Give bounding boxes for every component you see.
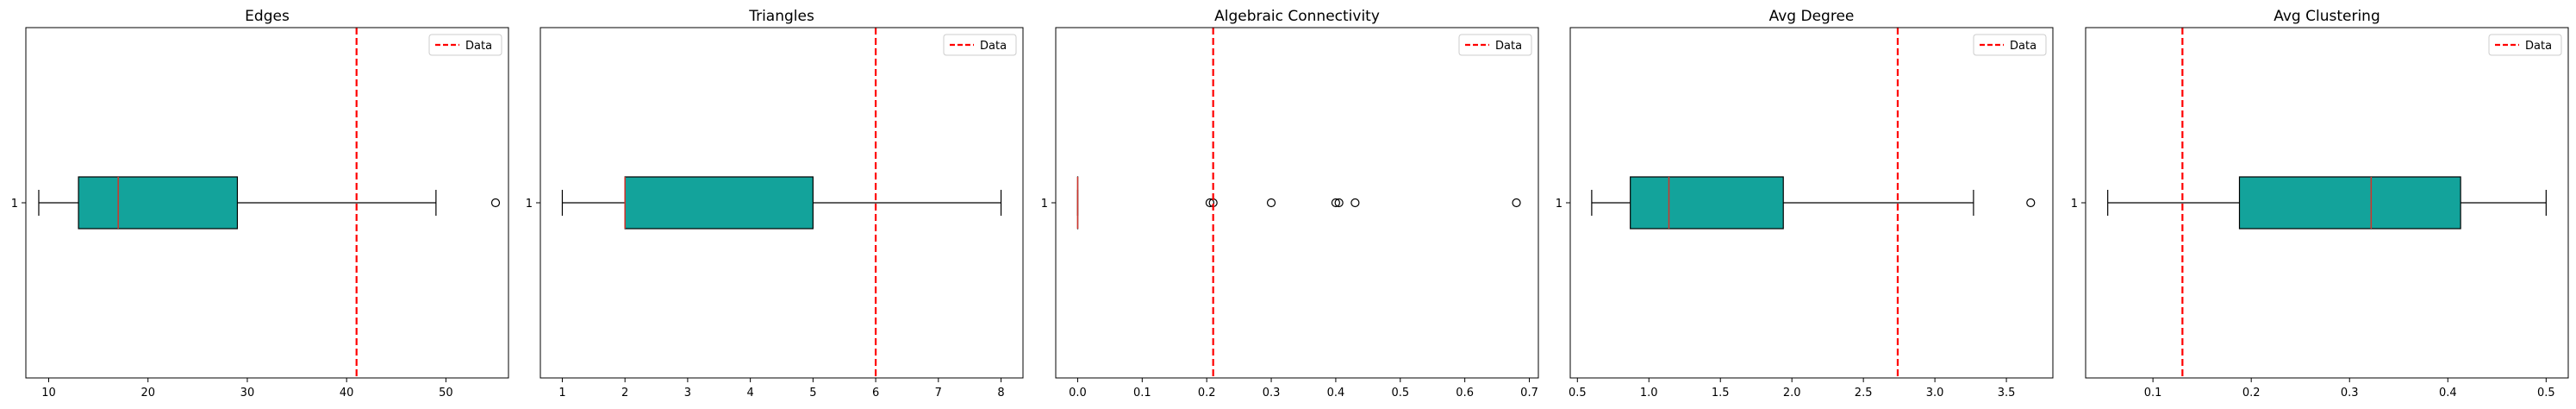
legend: Data bbox=[1974, 35, 2046, 55]
legend: Data bbox=[1459, 35, 1531, 55]
x-tick-label: 0.0 bbox=[1069, 387, 1087, 400]
x-tick-label: 2.5 bbox=[1855, 387, 1873, 400]
x-tick-label: 50 bbox=[439, 387, 453, 400]
legend-label: Data bbox=[465, 40, 492, 53]
outlier-point bbox=[492, 199, 500, 207]
y-tick-label: 1 bbox=[11, 198, 18, 211]
x-tick-label: 0.5 bbox=[1391, 387, 1409, 400]
y-tick-label: 1 bbox=[526, 198, 533, 211]
x-tick-label: 0.5 bbox=[1569, 387, 1587, 400]
outlier-point bbox=[2027, 199, 2035, 207]
axes-frame bbox=[1056, 28, 1538, 378]
x-tick-label: 0.1 bbox=[2144, 387, 2162, 400]
legend: Data bbox=[944, 35, 1016, 55]
x-tick-label: 1.5 bbox=[1712, 387, 1730, 400]
x-tick-label: 0.4 bbox=[1327, 387, 1345, 400]
x-tick-label: 5 bbox=[809, 387, 816, 400]
chart-panel-1: Edges 10 20 30 40 50 1 Data bbox=[11, 8, 508, 400]
x-tick-label: 2.0 bbox=[1783, 387, 1801, 400]
x-tick-label: 3 bbox=[684, 387, 691, 400]
y-tick-label: 1 bbox=[2071, 198, 2078, 211]
box-iqr bbox=[2239, 177, 2461, 229]
x-tick-label: 1 bbox=[558, 387, 565, 400]
y-tick-label: 1 bbox=[1041, 198, 1048, 211]
x-tick-label: 4 bbox=[746, 387, 753, 400]
legend-label: Data bbox=[1495, 40, 1522, 53]
legend: Data bbox=[2489, 35, 2561, 55]
x-tick-label: 8 bbox=[997, 387, 1004, 400]
box-iqr bbox=[78, 177, 237, 229]
chart-panel-3: Algebraic Connectivity 0.0 0.1 0.2 0.3 0.4 0.5… bbox=[1041, 8, 1538, 400]
y-tick-label: 1 bbox=[1556, 198, 1562, 211]
chart-panel-2: Triangles 1 2 3 4 5 6 7 8 1 Data bbox=[526, 8, 1023, 400]
x-tick-label: 6 bbox=[872, 387, 879, 400]
chart-panel-4: Avg Degree 0.5 1.0 1.5 2.0 2.5 3.0 3.5 1 Data bbox=[1556, 8, 2053, 400]
x-tick-label: 0.4 bbox=[2439, 387, 2457, 400]
x-tick-label: 0.6 bbox=[1456, 387, 1474, 400]
chart-title: Avg Degree bbox=[1769, 8, 1855, 25]
legend-label: Data bbox=[2010, 40, 2036, 53]
x-tick-label: 20 bbox=[140, 387, 155, 400]
legend-label: Data bbox=[2525, 40, 2552, 53]
outlier-point bbox=[1268, 199, 1276, 207]
outlier-point bbox=[1351, 199, 1359, 207]
x-tick-label: 40 bbox=[340, 387, 354, 400]
x-tick-label: 2 bbox=[621, 387, 628, 400]
legend-label: Data bbox=[980, 40, 1007, 53]
x-tick-label: 0.2 bbox=[1198, 387, 1216, 400]
x-tick-label: 0.1 bbox=[1133, 387, 1151, 400]
x-tick-label: 0.2 bbox=[2242, 387, 2261, 400]
chart-title: Triangles bbox=[748, 8, 814, 25]
chart-title: Avg Clustering bbox=[2273, 8, 2380, 25]
outlier-point bbox=[1513, 199, 1520, 207]
x-tick-label: 3.5 bbox=[1998, 387, 2016, 400]
x-tick-label: 10 bbox=[41, 387, 56, 400]
x-tick-label: 0.5 bbox=[2537, 387, 2555, 400]
legend: Data bbox=[429, 35, 502, 55]
x-tick-label: 0.3 bbox=[1263, 387, 1281, 400]
x-tick-label: 0.7 bbox=[1520, 387, 1538, 400]
box-iqr bbox=[625, 177, 813, 229]
x-tick-label: 0.3 bbox=[2341, 387, 2359, 400]
chart-title: Algebraic Connectivity bbox=[1214, 8, 1380, 25]
x-tick-label: 1.0 bbox=[1640, 387, 1658, 400]
x-tick-label: 3.0 bbox=[1926, 387, 1944, 400]
box-iqr bbox=[1631, 177, 1784, 229]
chart-panel-5: Avg Clustering 0.1 0.2 0.3 0.4 0.5 1 Data bbox=[2071, 8, 2568, 400]
x-tick-label: 30 bbox=[240, 387, 255, 400]
x-tick-label: 7 bbox=[935, 387, 942, 400]
chart-title: Edges bbox=[245, 8, 290, 25]
